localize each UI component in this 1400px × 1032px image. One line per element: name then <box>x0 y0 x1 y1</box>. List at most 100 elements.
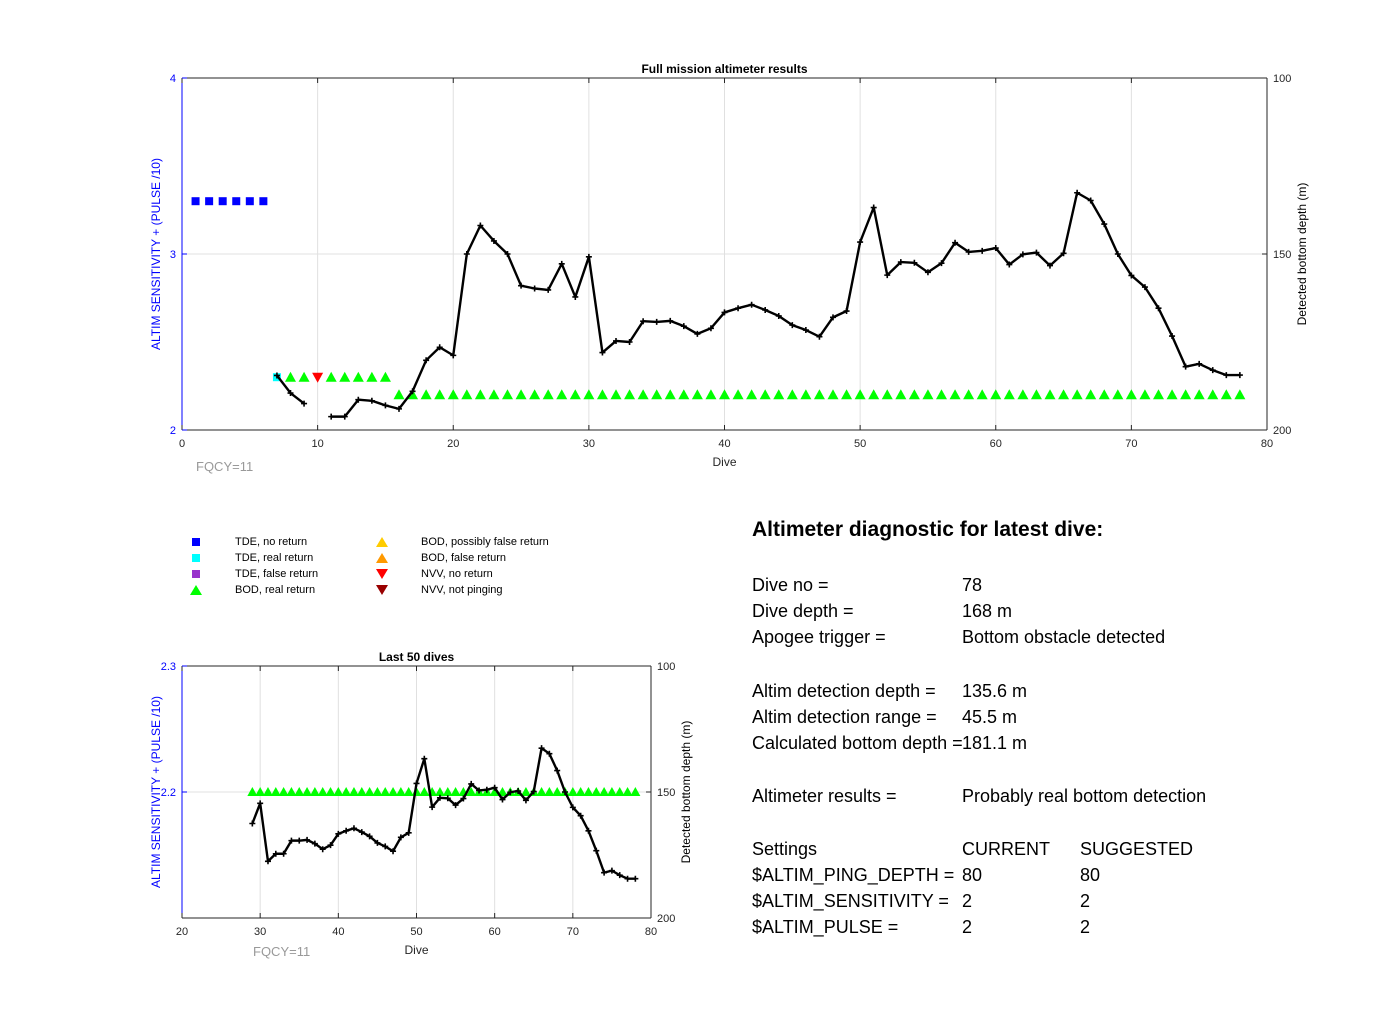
triangle-up-marker <box>1166 389 1178 400</box>
triangle-up-marker <box>1234 389 1246 400</box>
triangle-up-marker <box>963 389 975 400</box>
y-right-axis-label: Detected bottom depth (m) <box>679 721 693 864</box>
triangle-up-marker <box>591 787 602 796</box>
triangle-up-marker <box>339 371 351 382</box>
triangle-up-marker <box>366 371 378 382</box>
sensitivity-label: $ALTIM_SENSITIVITY = <box>752 891 949 911</box>
depth-point <box>545 286 552 293</box>
triangle-up-marker <box>285 371 296 382</box>
triangle-up-marker <box>599 787 610 796</box>
square-marker <box>191 197 200 206</box>
depth-point <box>1209 367 1216 374</box>
pulse-label: $ALTIM_PULSE = <box>752 917 899 937</box>
depth-point <box>1033 249 1040 256</box>
triangle-up-marker <box>813 389 825 400</box>
depth-point <box>1141 284 1148 291</box>
triangle-up-marker <box>356 787 367 796</box>
depth-point <box>979 247 986 254</box>
depth-point <box>1128 272 1135 279</box>
triangle-up-marker <box>606 787 617 796</box>
triangle-up-marker <box>556 389 568 400</box>
x-tick-label: 40 <box>718 438 730 450</box>
depth-point <box>1060 250 1067 257</box>
sensitivity-suggested: 2 <box>1080 891 1091 911</box>
triangle-down-icon <box>376 569 388 579</box>
depth-point <box>296 837 303 844</box>
depth-point <box>530 788 537 795</box>
triangle-up-icon <box>376 537 388 547</box>
depth-point <box>1114 251 1121 257</box>
depth-point <box>335 830 342 837</box>
legend-label: TDE, false return <box>235 568 319 580</box>
current-column-header: CURRENT <box>962 839 1050 859</box>
y-left-axis-label: ALTIM SENSITIVITY + (PULSE /10) <box>149 696 163 888</box>
depth-point <box>911 259 918 266</box>
triangle-up-marker <box>419 787 430 796</box>
depth-point <box>522 797 529 804</box>
depth-point <box>436 344 443 351</box>
triangle-up-marker <box>949 389 961 400</box>
depth-point <box>897 259 904 266</box>
y-left-tick-label: 4 <box>170 73 176 85</box>
x-tick-label: 10 <box>312 438 324 450</box>
triangle-up-marker <box>1220 389 1232 400</box>
altimeter-diagnostic-panel: Altimeter diagnostic for latest dive: Di… <box>752 518 1352 948</box>
dive-depth-value: 168 m <box>962 601 1013 621</box>
triangle-up-marker <box>908 389 920 400</box>
depth-point <box>572 293 579 300</box>
triangle-up-marker <box>1112 389 1124 400</box>
depth-point <box>405 829 412 836</box>
depth-point <box>680 323 687 330</box>
triangle-up-marker <box>434 389 446 400</box>
square-marker <box>259 197 268 206</box>
triangle-up-marker <box>529 389 541 400</box>
square-icon <box>192 538 200 546</box>
triangle-up-marker <box>990 389 1002 400</box>
triangle-up-marker <box>317 787 328 796</box>
depth-point <box>667 317 674 324</box>
triangle-up-marker <box>622 787 633 796</box>
triangle-up-marker <box>1030 389 1042 400</box>
chart-title: Last 50 dives <box>379 650 455 664</box>
x-tick-label: 50 <box>410 926 422 938</box>
depth-point <box>1047 262 1053 269</box>
triangle-up-marker <box>596 389 608 400</box>
y-right-tick-label: 150 <box>1273 249 1291 261</box>
settings-label: Settings <box>752 839 818 859</box>
triangle-up-marker <box>1193 389 1205 400</box>
depth-point <box>327 842 334 849</box>
triangle-up-marker <box>380 787 391 796</box>
triangle-up-marker <box>1085 389 1097 400</box>
triangle-up-marker <box>247 787 258 796</box>
depth-point <box>938 260 945 267</box>
x-tick-label: 20 <box>176 926 188 938</box>
depth-point <box>735 305 742 312</box>
triangle-up-marker <box>395 787 406 796</box>
fqcy-annotation: FQCY=11 <box>196 459 253 474</box>
depth-point <box>1019 251 1026 258</box>
triangle-up-marker <box>746 389 758 400</box>
depth-point <box>1155 305 1162 312</box>
square-icon <box>192 554 200 562</box>
depth-point <box>546 750 553 757</box>
triangle-up-marker <box>976 389 988 400</box>
full-mission-chart: 0 10 20 30 40 50 60 70 80 2 3 4 100 150 200 Full missio… <box>149 62 1309 474</box>
triangle-up-marker <box>542 389 554 400</box>
dive-no-value: 78 <box>962 575 983 595</box>
y-right-tick-label: 200 <box>1273 425 1291 437</box>
depth-point <box>1236 372 1243 379</box>
depth-point <box>382 402 389 409</box>
last-50-dives-chart: 20 30 40 50 60 70 80 2.2 2.3 100 150 200 Last 50 div… <box>149 650 693 959</box>
diagnostic-heading: Altimeter diagnostic for latest dive: <box>752 518 1104 541</box>
x-tick-label: 60 <box>990 438 1002 450</box>
x-tick-label: 80 <box>1261 438 1273 450</box>
triangle-up-marker <box>278 787 289 796</box>
triangle-up-marker <box>1098 389 1110 400</box>
triangle-down-icon <box>376 585 388 595</box>
depth-point <box>775 312 782 319</box>
bottom-depth-value: 181.1 m <box>962 733 1028 753</box>
triangle-up-marker <box>569 389 581 400</box>
depth-point <box>585 253 592 260</box>
depth-point <box>1196 360 1203 367</box>
pulse-suggested: 2 <box>1080 917 1091 937</box>
